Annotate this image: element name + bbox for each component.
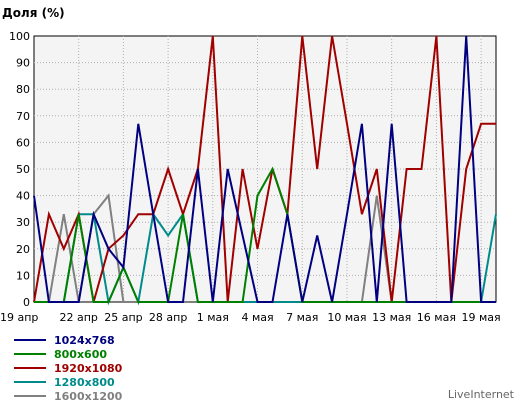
x-tick-label: 22 апр: [59, 311, 97, 324]
x-tick-label: 1 мая: [197, 311, 229, 324]
legend: 1024x768800x6001920x10801280x8001600x120…: [14, 334, 123, 403]
y-tick-label: 0: [23, 296, 30, 309]
y-tick-label: 20: [16, 243, 30, 256]
series-line-1920x1080: [33, 35, 496, 303]
x-tick-label: 28 апр: [149, 311, 187, 324]
x-tick-label: 19 мая: [462, 311, 501, 324]
y-tick-label: 70: [16, 110, 30, 123]
x-axis: 19 апр 22 апр 25 апр 28 апр 1 мая 4 мая 7 мая 1…: [0, 311, 501, 324]
x-tick-label: 7 мая: [286, 311, 318, 324]
y-tick-label: 40: [16, 190, 30, 203]
chart-title: Доля (%): [2, 6, 65, 20]
series-lines: [33, 35, 497, 306]
y-tick-label: 30: [16, 216, 30, 229]
y-tick-label: 100: [9, 30, 30, 43]
legend-label: 1280x800: [54, 376, 115, 389]
legend-label: 1024x768: [54, 334, 115, 347]
x-tick-label: 19 апр: [0, 311, 38, 324]
x-tick-label: 4 мая: [241, 311, 273, 324]
x-tick-label: 13 мая: [372, 311, 411, 324]
y-tick-label: 80: [16, 83, 30, 96]
x-tick-label: 25 апр: [104, 311, 142, 324]
x-tick-label: 16 мая: [417, 311, 456, 324]
y-tick-label: 60: [16, 136, 30, 149]
legend-label: 1920x1080: [54, 362, 123, 375]
y-tick-label: 10: [16, 269, 30, 282]
series-line-1024x768: [33, 35, 496, 303]
legend-label: 1600x1200: [54, 390, 123, 403]
x-tick-label: 10 мая: [327, 311, 366, 324]
brand-label: LiveInternet: [448, 388, 515, 401]
y-tick-label: 90: [16, 57, 30, 70]
legend-label: 800x600: [54, 348, 107, 361]
y-axis: 0 10 20 30 40 50 60 70 80 90 100: [9, 30, 30, 309]
y-tick-label: 50: [16, 163, 30, 176]
